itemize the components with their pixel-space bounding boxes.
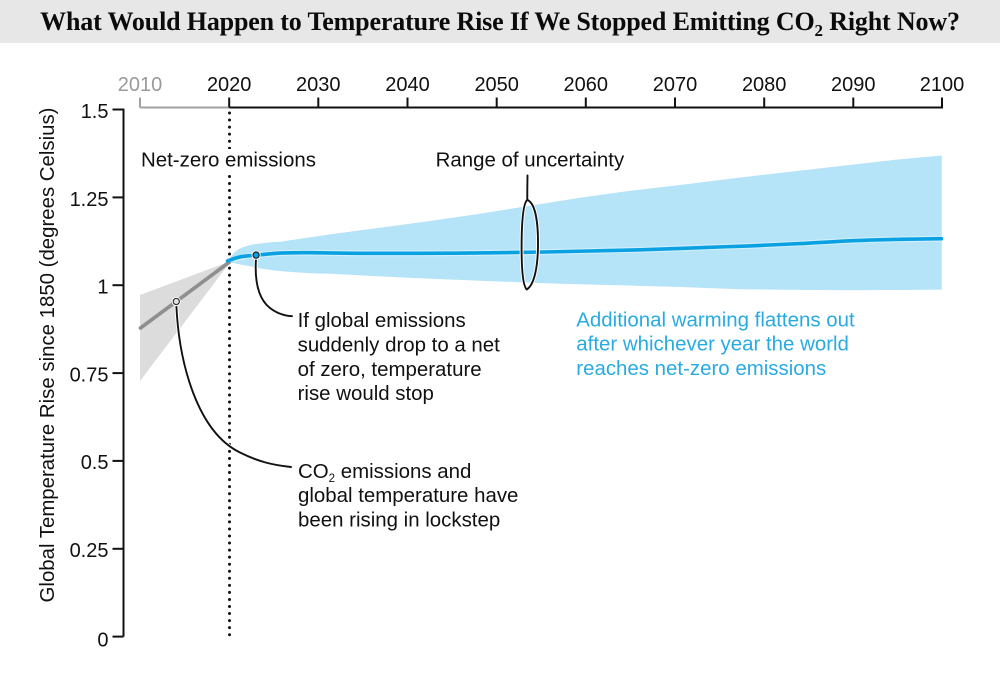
svg-text:1.25: 1.25 xyxy=(70,189,109,211)
svg-text:suddenly drop to a net: suddenly drop to a net xyxy=(298,333,501,356)
svg-text:1.5: 1.5 xyxy=(81,101,109,123)
svg-text:CO2 emissions and: CO2 emissions and xyxy=(298,460,471,485)
svg-text:2020: 2020 xyxy=(207,74,252,96)
svg-text:of zero, temperature: of zero, temperature xyxy=(298,358,482,381)
svg-text:2100: 2100 xyxy=(920,74,965,96)
svg-text:global temperature have: global temperature have xyxy=(298,484,518,507)
svg-text:0.75: 0.75 xyxy=(70,364,109,386)
svg-text:reaches net-zero emissions: reaches net-zero emissions xyxy=(576,357,826,380)
svg-text:2030: 2030 xyxy=(296,74,341,96)
svg-text:0.5: 0.5 xyxy=(81,452,109,474)
svg-text:0.25: 0.25 xyxy=(70,540,109,562)
svg-text:2040: 2040 xyxy=(385,74,430,96)
svg-text:2050: 2050 xyxy=(474,74,519,96)
svg-text:Additional warming flattens ou: Additional warming flattens out xyxy=(576,308,855,331)
svg-text:Global Temperature Rise since: Global Temperature Rise since 1850 (degr… xyxy=(37,108,59,603)
svg-text:2090: 2090 xyxy=(831,74,876,96)
svg-text:2070: 2070 xyxy=(653,74,698,96)
svg-text:rise would stop: rise would stop xyxy=(298,382,434,405)
svg-text:If global emissions: If global emissions xyxy=(298,309,466,332)
svg-text:Net-zero emissions: Net-zero emissions xyxy=(141,149,316,172)
svg-text:2080: 2080 xyxy=(742,74,787,96)
svg-text:been rising in lockstep: been rising in lockstep xyxy=(298,509,500,532)
svg-text:Range of uncertainty: Range of uncertainty xyxy=(436,149,625,172)
svg-text:2060: 2060 xyxy=(564,74,609,96)
svg-text:1: 1 xyxy=(97,277,108,299)
svg-text:after whichever year the world: after whichever year the world xyxy=(576,333,849,356)
svg-text:2010: 2010 xyxy=(118,74,163,96)
svg-text:0: 0 xyxy=(97,629,108,651)
